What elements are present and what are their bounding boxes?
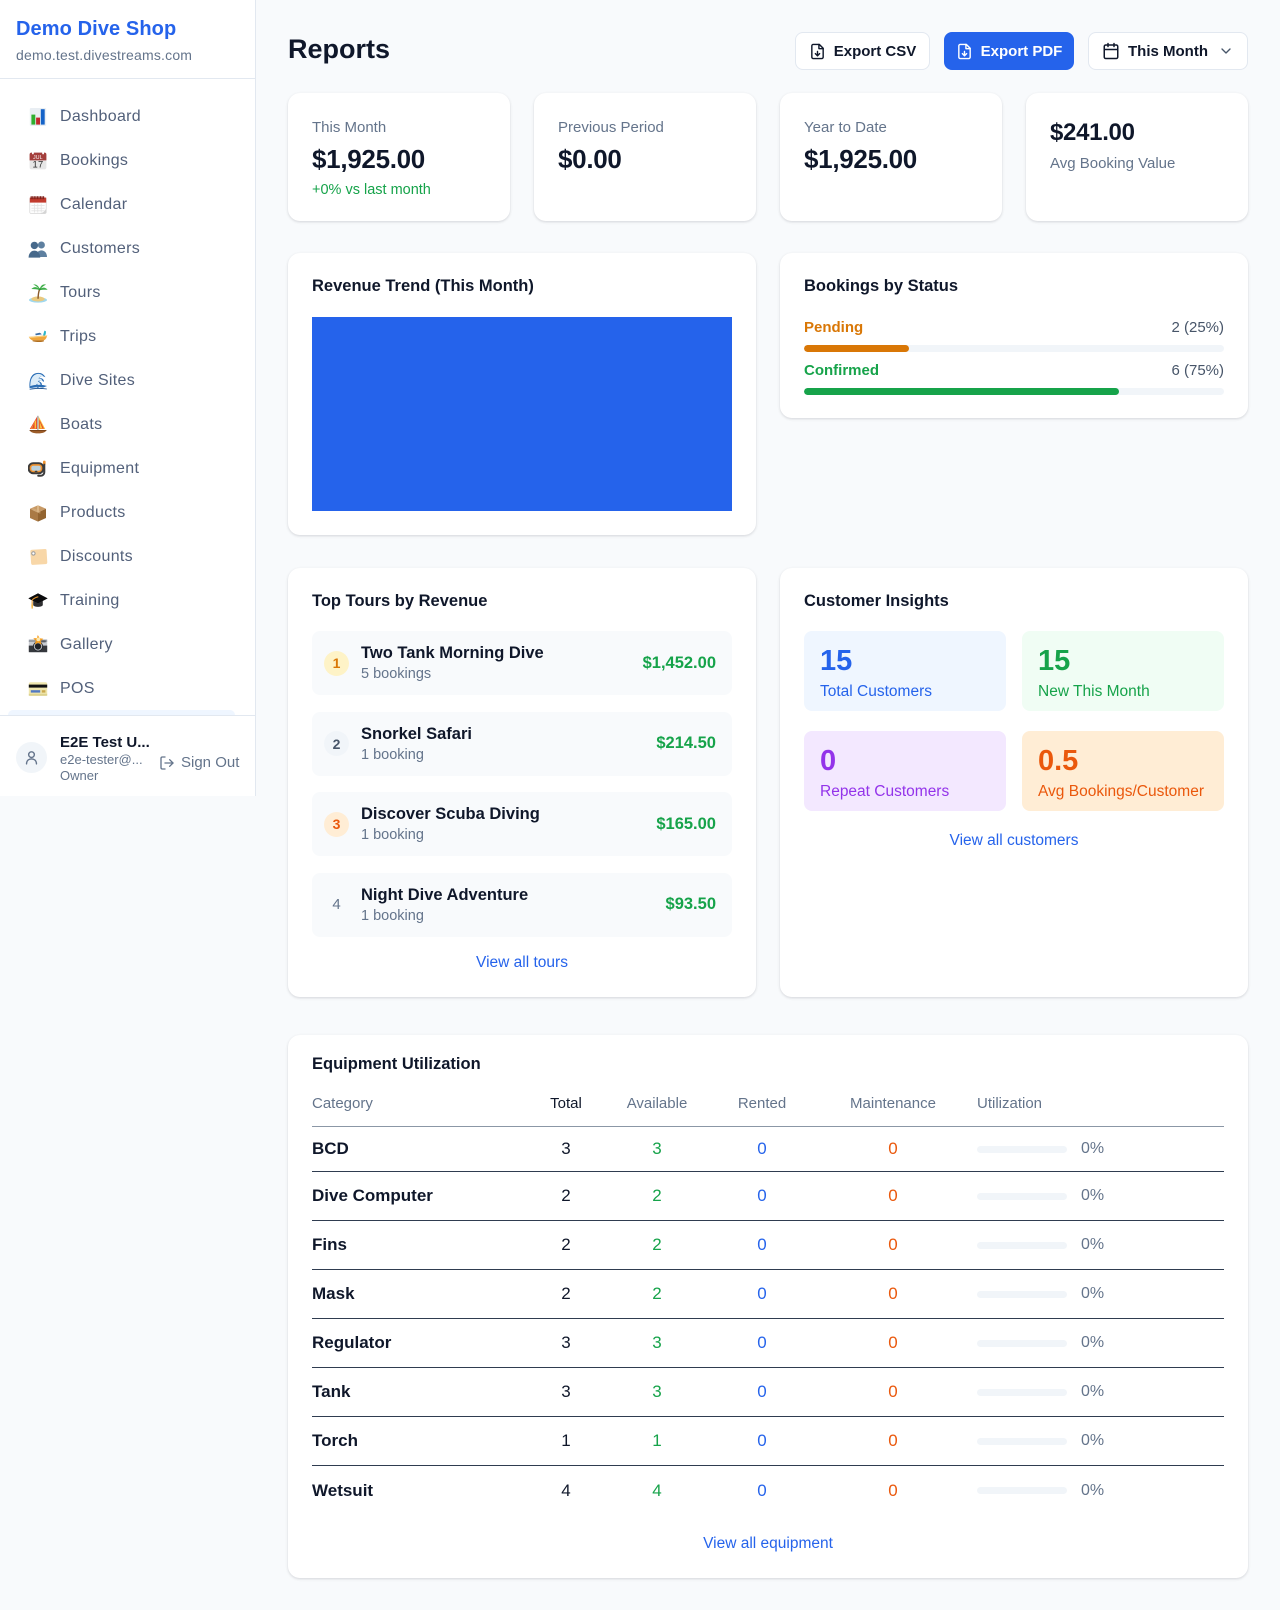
svg-text:JUL: JUL — [33, 155, 43, 161]
svg-text:17: 17 — [32, 159, 43, 170]
